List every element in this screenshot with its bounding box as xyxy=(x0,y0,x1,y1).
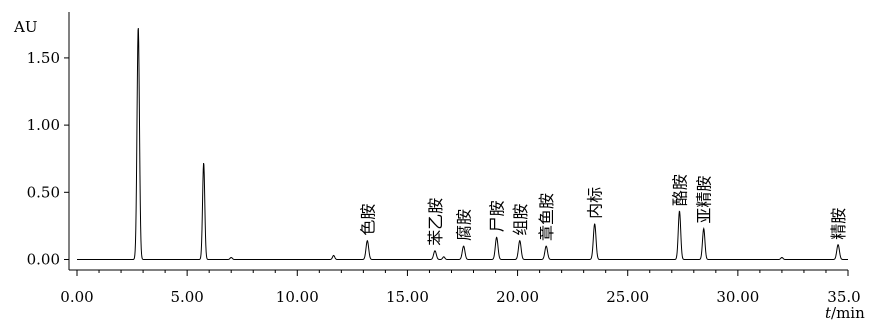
x-tick-label: 10.00 xyxy=(276,288,319,306)
peak-label: 章鱼胺 xyxy=(537,193,556,241)
x-axis-label: t/min xyxy=(825,304,865,322)
x-tick-label: 25.00 xyxy=(606,288,649,306)
x-tick-label: 20.00 xyxy=(496,288,539,306)
axes xyxy=(68,12,848,271)
chromatogram-trace xyxy=(77,28,848,260)
peak-label: 亚精胺 xyxy=(695,176,714,224)
y-tick-label: 0.00 xyxy=(27,251,60,269)
peak-label: 腐胺 xyxy=(455,209,474,241)
x-axis-label-unit: /min xyxy=(831,304,865,322)
y-axis-label: AU xyxy=(13,18,37,36)
y-ticks: 0.00 0.50 1.00 1.50 xyxy=(27,49,69,269)
peak-label: 酪胺 xyxy=(670,174,689,206)
x-axis-label-italic: t xyxy=(825,304,832,322)
x-tick-label: 35.0 xyxy=(827,288,860,306)
peak-label: 内标 xyxy=(586,187,605,219)
peak-label: 精胺 xyxy=(829,208,848,240)
peak-label: 尸胺 xyxy=(488,200,507,232)
y-tick-label: 1.50 xyxy=(27,49,60,67)
peak-label: 苯乙胺 xyxy=(426,198,445,246)
x-tick-label: 0.00 xyxy=(60,288,93,306)
x-tick-label: 30.00 xyxy=(716,288,759,306)
peak-label: 色胺 xyxy=(358,204,377,236)
x-tick-label: 15.00 xyxy=(386,288,429,306)
peak-label: 组胺 xyxy=(511,204,530,236)
x-ticks: 0.00 5.00 10.00 15.00 20.00 25.00 30.00 35.0 xyxy=(60,270,861,306)
y-tick-label: 1.00 xyxy=(27,116,60,134)
x-tick-label: 5.00 xyxy=(170,288,203,306)
y-tick-label: 0.50 xyxy=(27,183,60,201)
